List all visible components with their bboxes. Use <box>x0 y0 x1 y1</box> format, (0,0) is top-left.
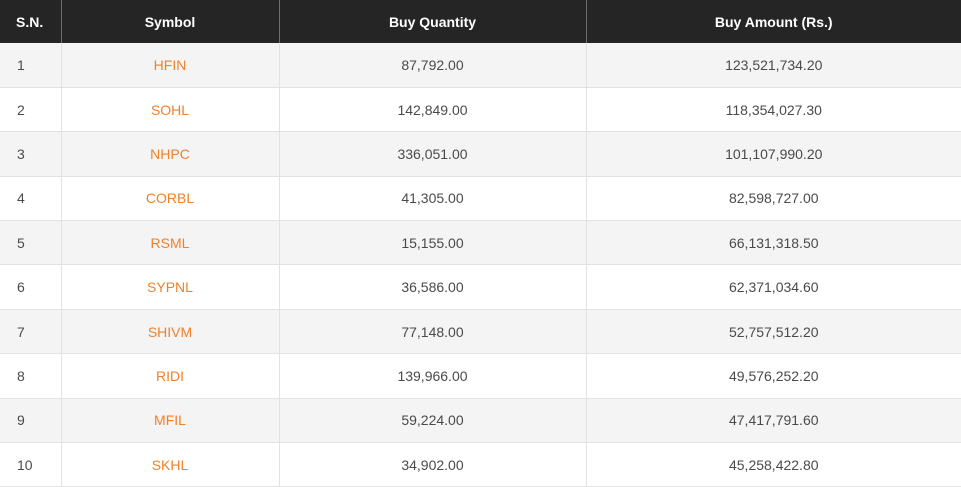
table-body: 1 HFIN 87,792.00 123,521,734.20 2 SOHL 142,849… <box>0 43 961 487</box>
table-header: S.N. Symbol Buy Quantity Buy Amount (Rs.… <box>0 0 961 43</box>
cell-buy-amount: 47,417,791.60 <box>586 398 961 444</box>
symbol-link[interactable]: SKHL <box>151 456 189 473</box>
cell-buy-quantity: 34,902.00 <box>279 442 587 487</box>
header-symbol: Symbol <box>61 0 280 43</box>
cell-buy-quantity: 59,224.00 <box>279 398 587 444</box>
symbol-link[interactable]: SYPNL <box>147 279 193 296</box>
cell-buy-amount: 45,258,422.80 <box>586 442 961 487</box>
table-row: 6 SYPNL 36,586.00 62,371,034.60 <box>0 264 961 310</box>
cell-buy-amount: 66,131,318.50 <box>586 220 961 266</box>
cell-buy-amount: 101,107,990.20 <box>586 131 961 177</box>
cell-symbol: RIDI <box>61 353 280 399</box>
symbol-link[interactable]: RSML <box>150 234 190 251</box>
cell-buy-quantity: 336,051.00 <box>279 131 587 177</box>
cell-symbol: NHPC <box>61 131 280 177</box>
header-row: S.N. Symbol Buy Quantity Buy Amount (Rs.… <box>0 0 961 43</box>
symbol-link[interactable]: SOHL <box>150 101 190 118</box>
table-row: 1 HFIN 87,792.00 123,521,734.20 <box>0 43 961 88</box>
cell-sn: 9 <box>0 398 62 444</box>
cell-sn: 7 <box>0 309 62 355</box>
header-sn: S.N. <box>0 0 62 43</box>
symbol-link[interactable]: CORBL <box>145 190 195 207</box>
cell-symbol: SOHL <box>61 87 280 133</box>
cell-symbol: MFIL <box>61 398 280 444</box>
cell-symbol: HFIN <box>61 43 280 88</box>
cell-buy-amount: 49,576,252.20 <box>586 353 961 399</box>
cell-buy-quantity: 41,305.00 <box>279 176 587 222</box>
header-buy-amount: Buy Amount (Rs.) <box>586 0 961 43</box>
table-row: 5 RSML 15,155.00 66,131,318.50 <box>0 220 961 266</box>
cell-buy-amount: 62,371,034.60 <box>586 264 961 310</box>
cell-buy-quantity: 87,792.00 <box>279 43 587 88</box>
symbol-link[interactable]: NHPC <box>150 145 190 162</box>
cell-symbol: SYPNL <box>61 264 280 310</box>
cell-sn: 6 <box>0 264 62 310</box>
cell-sn: 1 <box>0 43 62 88</box>
table-row: 7 SHIVM 77,148.00 52,757,512.20 <box>0 309 961 355</box>
cell-sn: 10 <box>0 442 62 487</box>
symbol-link[interactable]: SHIVM <box>147 323 193 340</box>
header-buy-quantity: Buy Quantity <box>279 0 587 43</box>
cell-symbol: CORBL <box>61 176 280 222</box>
cell-sn: 5 <box>0 220 62 266</box>
cell-sn: 8 <box>0 353 62 399</box>
table-row: 8 RIDI 139,966.00 49,576,252.20 <box>0 353 961 399</box>
cell-buy-amount: 123,521,734.20 <box>586 43 961 88</box>
table-row: 3 NHPC 336,051.00 101,107,990.20 <box>0 131 961 177</box>
cell-sn: 3 <box>0 131 62 177</box>
table-row: 10 SKHL 34,902.00 45,258,422.80 <box>0 442 961 487</box>
table-row: 2 SOHL 142,849.00 118,354,027.30 <box>0 87 961 133</box>
symbol-link[interactable]: HFIN <box>153 56 187 73</box>
cell-buy-quantity: 77,148.00 <box>279 309 587 355</box>
table-row: 4 CORBL 41,305.00 82,598,727.00 <box>0 176 961 222</box>
cell-sn: 2 <box>0 87 62 133</box>
cell-buy-quantity: 139,966.00 <box>279 353 587 399</box>
cell-buy-amount: 82,598,727.00 <box>586 176 961 222</box>
cell-buy-quantity: 36,586.00 <box>279 264 587 310</box>
symbol-link[interactable]: RIDI <box>156 367 184 384</box>
cell-sn: 4 <box>0 176 62 222</box>
cell-buy-amount: 118,354,027.30 <box>586 87 961 133</box>
table-row: 9 MFIL 59,224.00 47,417,791.60 <box>0 398 961 444</box>
cell-buy-quantity: 142,849.00 <box>279 87 587 133</box>
cell-symbol: SHIVM <box>61 309 280 355</box>
cell-buy-quantity: 15,155.00 <box>279 220 587 266</box>
cell-symbol: SKHL <box>61 442 280 487</box>
cell-symbol: RSML <box>61 220 280 266</box>
cell-buy-amount: 52,757,512.20 <box>586 309 961 355</box>
symbol-link[interactable]: MFIL <box>154 412 186 429</box>
